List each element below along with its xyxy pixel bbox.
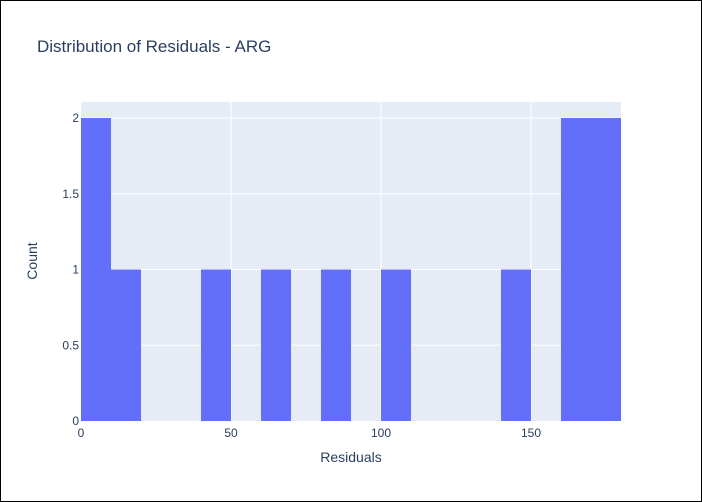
bars — [81, 118, 621, 421]
x-axis-ticks: 0 50 100 150 — [78, 426, 542, 440]
histogram-bar — [321, 269, 351, 421]
histogram-bar — [561, 118, 591, 421]
y-axis-ticks: 0 0.5 1 1.5 2 — [62, 111, 79, 428]
histogram-bar — [111, 269, 141, 421]
histogram-bar — [81, 118, 111, 421]
y-tick-label: 0 — [72, 414, 79, 428]
y-tick-label: 0.5 — [62, 338, 79, 352]
histogram-bar — [501, 269, 531, 421]
x-axis-title: Residuals — [320, 449, 381, 465]
y-axis-title: Count — [24, 242, 40, 279]
y-tick-label: 2 — [72, 111, 79, 125]
histogram-bar — [201, 269, 231, 421]
histogram-bar — [261, 269, 291, 421]
x-tick-label: 150 — [521, 426, 541, 440]
x-tick-label: 100 — [371, 426, 391, 440]
histogram-bar — [591, 118, 621, 421]
x-tick-label: 0 — [78, 426, 85, 440]
histogram-bar — [381, 269, 411, 421]
x-tick-label: 50 — [224, 426, 238, 440]
y-tick-label: 1.5 — [62, 187, 79, 201]
chart-title: Distribution of Residuals - ARG — [37, 37, 271, 56]
y-tick-label: 1 — [72, 263, 79, 277]
